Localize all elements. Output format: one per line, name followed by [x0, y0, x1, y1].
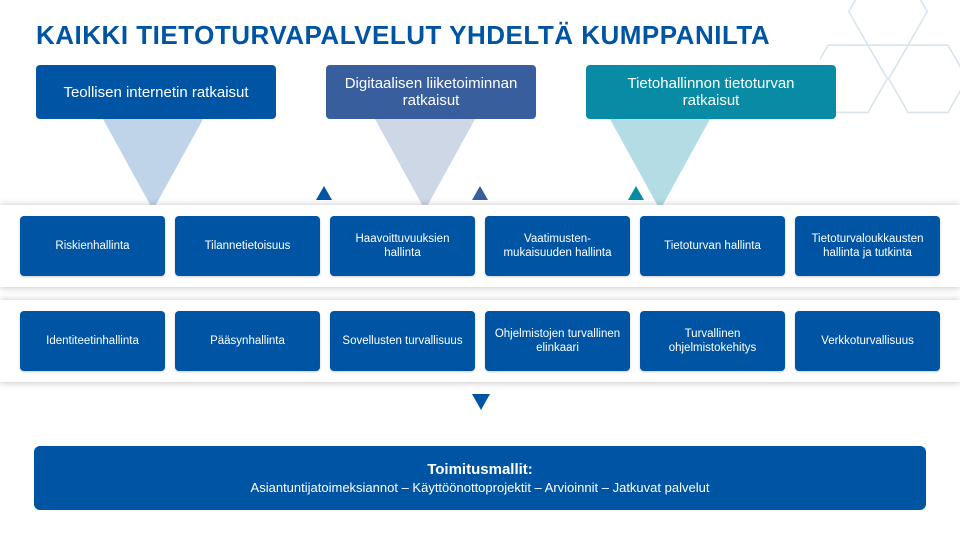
box-risk: Riskienhallinta	[20, 216, 165, 276]
box-compliance: Vaatimusten-mukaisuuden hallinta	[485, 216, 630, 276]
pillar-it: Tietohallinnon tietoturvan ratkaisut	[586, 65, 836, 119]
service-row-2: Identiteetinhallinta Pääsynhallinta Sove…	[0, 300, 960, 382]
up-arrow-icon	[628, 186, 644, 200]
triangle-connectors	[0, 110, 960, 220]
up-arrow-icon	[316, 186, 332, 200]
box-vuln: Haavoittuvuuksien hallinta	[330, 216, 475, 276]
service-row-1: Riskienhallinta Tilannetietoisuus Haavoi…	[0, 205, 960, 287]
box-situational: Tilannetietoisuus	[175, 216, 320, 276]
pillar-digital: Digitaalisen liiketoiminnan ratkaisut	[326, 65, 536, 119]
page-title: KAIKKI TIETOTURVAPALVELUT YHDELTÄ KUMPPA…	[0, 0, 960, 51]
up-arrow-cluster	[0, 186, 960, 200]
footer-bar: Toimitusmallit: Asiantuntijatoimeksianno…	[34, 446, 926, 510]
box-identity: Identiteetinhallinta	[20, 311, 165, 371]
up-arrow-icon	[472, 186, 488, 200]
box-sdlc: Ohjelmistojen turvallinen elinkaari	[485, 311, 630, 371]
down-arrow-icon	[472, 394, 490, 410]
pillar-industrial: Teollisen internetin ratkaisut	[36, 65, 276, 119]
box-secmgmt: Tietoturvan hallinta	[640, 216, 785, 276]
box-incident: Tietoturvaloukkausten hallinta ja tutkin…	[795, 216, 940, 276]
box-access: Pääsynhallinta	[175, 311, 320, 371]
footer-title: Toimitusmallit:	[427, 461, 533, 478]
footer-subtitle: Asiantuntijatoimeksiannot – Käyttöönotto…	[251, 480, 710, 495]
box-netsec: Verkkoturvallisuus	[795, 311, 940, 371]
box-appsec: Sovellusten turvallisuus	[330, 311, 475, 371]
box-secdev: Turvallinen ohjelmistokehitys	[640, 311, 785, 371]
pillar-row: Teollisen internetin ratkaisut Digitaali…	[0, 51, 960, 119]
